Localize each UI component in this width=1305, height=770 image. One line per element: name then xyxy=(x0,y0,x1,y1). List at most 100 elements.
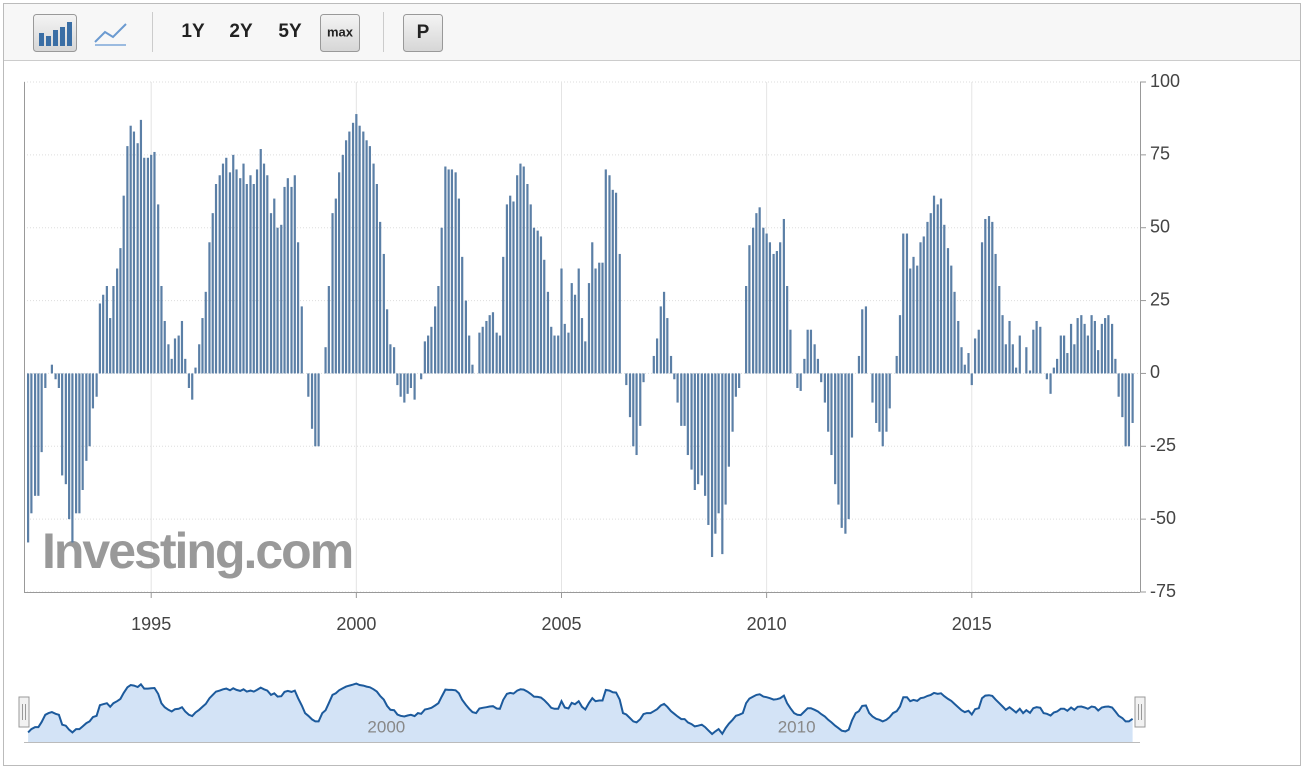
bar xyxy=(105,286,108,374)
bar xyxy=(173,338,177,374)
x-tick-label: 2015 xyxy=(952,614,992,634)
bar xyxy=(557,335,560,374)
p-button[interactable]: P xyxy=(417,22,430,43)
bar xyxy=(403,373,406,403)
bar xyxy=(461,256,464,374)
range-button[interactable]: 1Y xyxy=(181,21,205,42)
bar xyxy=(823,373,826,403)
bar xyxy=(382,253,385,374)
bar xyxy=(392,347,396,374)
bar xyxy=(522,166,525,374)
bar xyxy=(239,178,242,374)
bar xyxy=(85,373,88,461)
bar xyxy=(488,315,491,374)
bar xyxy=(1045,373,1048,380)
bar xyxy=(273,198,276,374)
bar xyxy=(580,318,584,374)
bar xyxy=(553,335,556,374)
bar xyxy=(977,329,980,374)
bar xyxy=(368,146,371,374)
bar xyxy=(286,178,289,374)
bar xyxy=(399,373,402,397)
bar xyxy=(485,320,488,374)
bar xyxy=(765,233,768,374)
bar xyxy=(191,373,194,400)
bar xyxy=(840,373,843,528)
bar xyxy=(591,242,594,374)
bar xyxy=(143,157,146,374)
bar xyxy=(423,341,426,374)
bar xyxy=(78,373,81,514)
bar xyxy=(269,213,273,374)
bar xyxy=(980,242,984,374)
navigator-handle[interactable] xyxy=(1134,696,1146,728)
bar xyxy=(1004,344,1007,374)
y-tick-label: 0 xyxy=(1150,362,1160,382)
bar xyxy=(478,332,481,374)
line-chart-button[interactable] xyxy=(94,23,127,46)
bar xyxy=(454,172,457,374)
bar xyxy=(789,329,792,374)
bar xyxy=(1080,315,1083,374)
bar xyxy=(799,373,802,391)
bar xyxy=(290,186,293,374)
navigator-handle[interactable] xyxy=(18,696,30,728)
navigator-label: 2000 xyxy=(367,717,405,736)
bar xyxy=(693,373,696,490)
bar xyxy=(1008,320,1011,374)
bar xyxy=(136,143,139,374)
bar xyxy=(444,166,447,374)
bar xyxy=(1032,329,1035,374)
bar xyxy=(372,163,375,374)
p-button-box[interactable] xyxy=(403,14,443,52)
bar xyxy=(204,291,207,374)
bar xyxy=(481,326,484,374)
bar xyxy=(1035,320,1038,374)
bar xyxy=(1018,335,1021,374)
bar xyxy=(662,291,666,374)
max-button-box[interactable] xyxy=(320,14,360,52)
bar xyxy=(878,373,881,432)
bar xyxy=(905,233,909,374)
bar xyxy=(755,213,758,374)
bar-chart-button[interactable] xyxy=(33,14,77,52)
bar xyxy=(163,320,166,374)
bar xyxy=(707,373,710,525)
bar xyxy=(786,286,789,374)
bar xyxy=(611,189,614,374)
bar xyxy=(252,184,255,374)
bar xyxy=(1014,367,1018,374)
bar xyxy=(970,373,973,386)
bar xyxy=(946,248,950,374)
bar xyxy=(126,146,129,374)
bar xyxy=(546,291,550,374)
bar xyxy=(563,323,566,374)
bar xyxy=(700,373,703,476)
range-button[interactable]: max xyxy=(327,24,354,39)
range-button[interactable]: 5Y xyxy=(278,21,302,42)
bar xyxy=(850,373,854,438)
bar xyxy=(153,151,156,374)
bar xyxy=(132,131,136,374)
bar xyxy=(344,140,348,374)
bar xyxy=(782,218,785,374)
bar xyxy=(1121,373,1124,418)
watermark: Investing.com xyxy=(42,523,352,579)
bar xyxy=(532,227,536,374)
bar xyxy=(669,355,673,374)
bar xyxy=(601,262,604,374)
bar xyxy=(232,154,235,374)
bar xyxy=(430,326,433,374)
range-button[interactable]: 2Y xyxy=(229,21,253,42)
bar xyxy=(450,169,454,374)
bar xyxy=(386,309,389,374)
bar xyxy=(180,320,184,374)
bar xyxy=(211,213,214,374)
bar xyxy=(1090,315,1093,374)
navigator-line xyxy=(27,682,1134,736)
y-tick-label: 50 xyxy=(1150,216,1170,236)
bar xyxy=(1107,315,1110,374)
bar xyxy=(809,329,813,374)
bar xyxy=(1131,373,1134,423)
bar xyxy=(625,373,628,386)
